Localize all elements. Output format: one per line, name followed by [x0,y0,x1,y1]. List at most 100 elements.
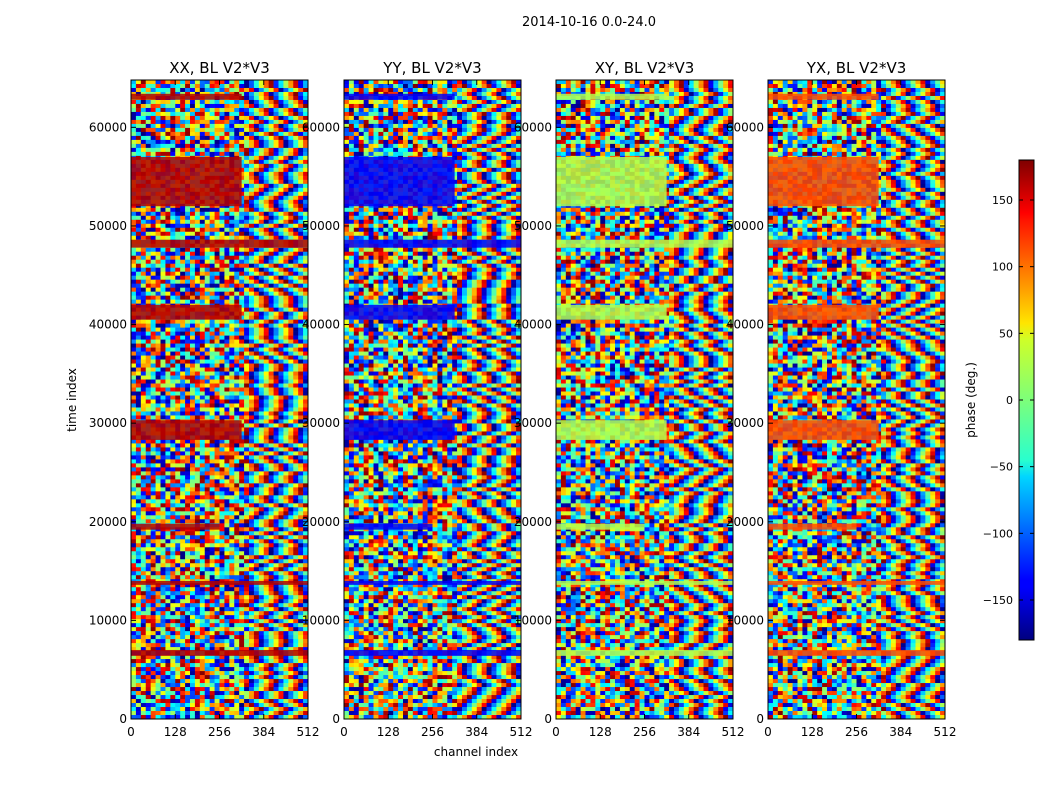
heatmap-cell [278,115,284,121]
heatmap-cell [244,199,250,205]
heatmap-cell [170,123,176,129]
heatmap-cell [180,231,186,237]
heatmap-cell [263,519,269,524]
heatmap-cell [194,207,201,213]
heatmap-cell [229,439,235,444]
heatmap-cell [278,283,284,288]
heatmap-cell [194,619,201,624]
heatmap-cell [170,231,176,237]
heatmap-cell [190,559,196,564]
heatmap-cell [258,139,265,145]
heatmap-cell [293,351,299,356]
heatmap-cell [209,575,215,580]
heatmap-cell [170,459,176,464]
heatmap-cell [155,103,161,109]
heatmap-cell [244,487,250,492]
heatmap-cell [244,287,250,292]
heatmap-cell [263,147,269,153]
heatmap-cell [263,399,269,404]
heatmap-cell [150,387,156,392]
heatmap-cell [180,119,186,125]
heatmap-cell [283,323,289,328]
heatmap-cell [219,467,225,472]
heatmap-cell [170,363,176,368]
heatmap-cell [253,135,260,141]
heatmap-cell [219,347,225,352]
heatmap-cell [239,379,245,384]
heatmap-cell [150,111,156,117]
heatmap-cell [170,371,176,376]
heatmap-cell [278,291,284,296]
heatmap-cell [303,479,309,484]
heatmap-cell [298,555,304,560]
heatmap-cell [258,299,265,304]
heatmap-cell [239,367,245,372]
heatmap-cell [253,435,260,440]
heatmap-cell [155,323,161,328]
heatmap-cell [140,575,147,580]
heatmap-cell [258,311,265,316]
heatmap-cell [293,487,299,492]
heatmap-cell [194,591,201,596]
heatmap-cell [204,319,210,324]
heatmap-cell [273,139,279,145]
heatmap-cell [249,371,255,376]
heatmap-cell [268,591,274,596]
heatmap-cell [194,507,201,512]
heatmap-cell [229,559,235,564]
heatmap-cell [175,507,181,512]
heatmap-cell [131,407,137,412]
heatmap-cell [219,483,225,488]
heatmap-cell [298,319,304,324]
heatmap-cell [244,131,250,137]
heatmap-cell [303,95,309,101]
heatmap-cell [303,623,309,628]
heatmap-cell [180,223,186,229]
heatmap-cell [288,263,294,268]
heatmap-cell [244,559,250,564]
heatmap-cell [288,583,294,588]
heatmap-cell [219,291,225,296]
heatmap-cell [219,231,225,237]
heatmap-cell [155,371,161,376]
heatmap-cell [140,255,147,261]
heatmap-cell [263,367,269,372]
heatmap-cell [150,127,156,133]
heatmap-cell [180,327,186,332]
heatmap-cell [131,111,137,117]
heatmap-cell [258,431,265,436]
heatmap-cell [160,483,166,488]
heatmap-cell [165,339,171,344]
heatmap-cell [258,91,265,97]
heatmap-cell [288,259,294,265]
heatmap-cell [160,451,166,456]
heatmap-cell [258,543,265,548]
heatmap-cell [135,355,142,360]
heatmap-cell [194,251,201,257]
heatmap-cell [204,511,210,516]
heatmap-cell [160,475,166,480]
heatmap-cell [224,615,230,620]
heatmap-cell [175,555,181,560]
heatmap-cell [214,259,220,265]
heatmap-cell [155,367,161,372]
heatmap-cell [170,319,176,324]
heatmap-cell [199,599,206,604]
heatmap-cell [175,139,181,145]
heatmap-cell [263,563,269,568]
heatmap-cell [155,379,161,384]
heatmap-cell [283,559,289,564]
heatmap-cell [258,627,265,632]
heatmap-cell [180,103,186,109]
heatmap-cell [180,627,186,632]
heatmap-cell [165,627,171,632]
heatmap-cell [283,211,289,217]
heatmap-cell [293,575,299,580]
heatmap-cell [288,343,294,348]
heatmap-cell [273,627,279,632]
heatmap-cell [160,535,166,540]
heatmap-cell [180,615,186,620]
heatmap-cell [145,571,151,576]
heatmap-cell [209,627,215,632]
heatmap-cell [180,291,186,296]
